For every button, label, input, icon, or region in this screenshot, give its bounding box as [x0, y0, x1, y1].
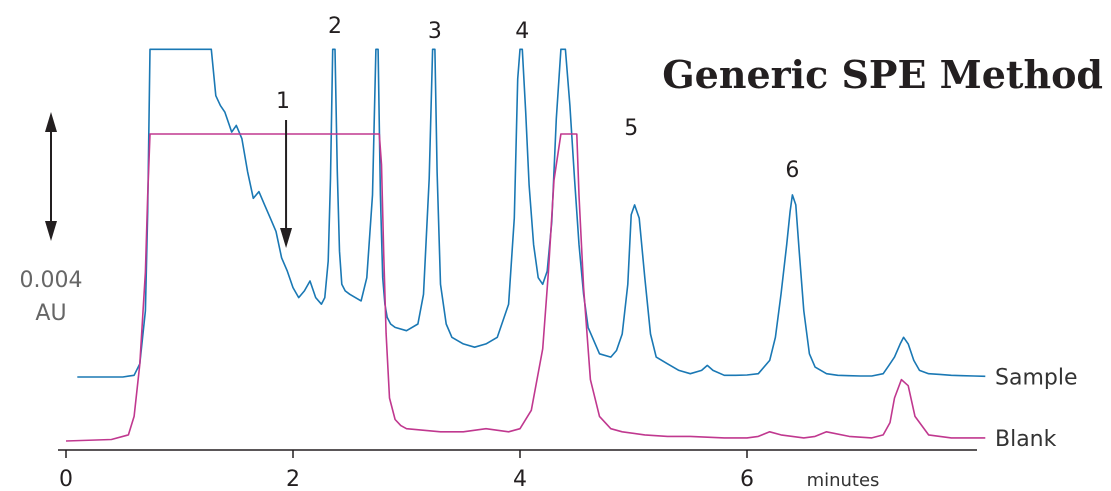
peak-label-6: 6: [785, 158, 799, 183]
series-layer: Sample Blank: [65, 48, 1078, 452]
scale-bar-value: 0.004: [20, 268, 83, 293]
peak-label-2: 2: [328, 14, 342, 39]
series-label-sample: Sample: [995, 365, 1078, 390]
series-blank-line: [65, 133, 986, 442]
x-axis-label: minutes: [807, 470, 880, 491]
chart-title: Generic SPE Method: [662, 52, 1103, 97]
series-sample-line: [77, 48, 986, 378]
x-axis-ticks: 0 2 4 6: [59, 450, 754, 491]
scale-bar-arrow-up: [45, 112, 57, 132]
scale-bar-unit: AU: [35, 301, 66, 326]
scale-bar: 0.004 AU: [20, 112, 83, 326]
scale-bar-arrow-down: [45, 221, 57, 241]
x-tick-label-2: 2: [286, 467, 300, 491]
x-tick-label-0: 0: [59, 467, 73, 491]
peak-label-1: 1: [276, 89, 290, 114]
peak-label-3: 3: [428, 19, 442, 44]
x-tick-label-4: 4: [513, 467, 527, 491]
peak-1-arrow-head: [280, 228, 293, 248]
x-tick-label-6: 6: [740, 467, 754, 491]
series-label-blank: Blank: [995, 427, 1057, 452]
peak-label-5: 5: [624, 116, 638, 141]
peak-labels: 1 2 3 4 5 6: [276, 14, 799, 248]
peak-label-4: 4: [515, 19, 529, 44]
